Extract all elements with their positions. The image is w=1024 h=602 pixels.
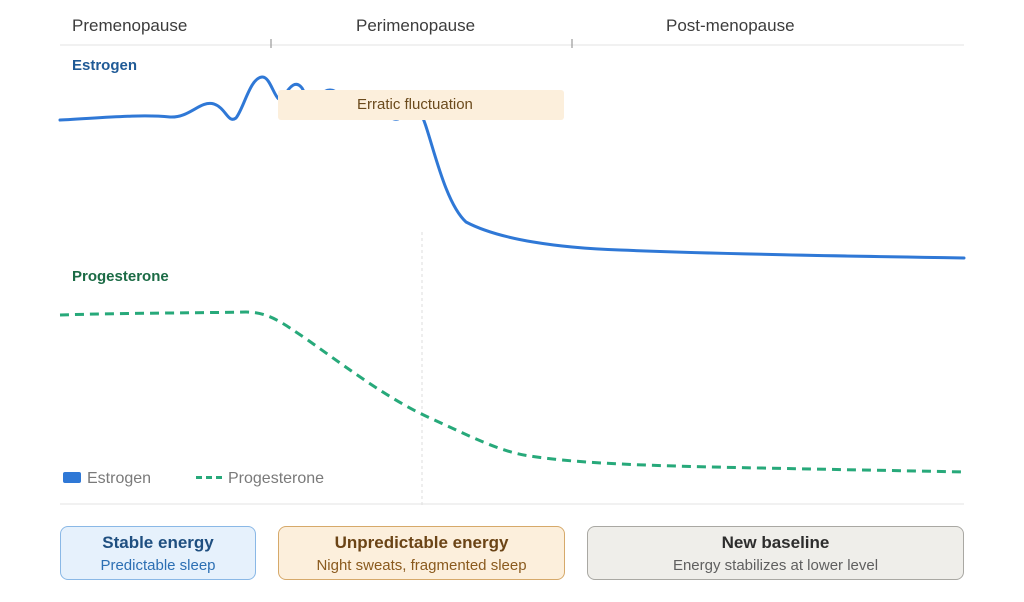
card-unpredictable-energy: Unpredictable energy Night sweats, fragm… — [278, 526, 565, 580]
progesterone-dash-icon — [196, 476, 222, 480]
card-subtitle: Energy stabilizes at lower level — [672, 557, 879, 574]
card-new-baseline: New baseline Energy stabilizes at lower … — [587, 526, 964, 580]
phase-label-premenopause: Premenopause — [72, 16, 188, 35]
progesterone-curve — [59, 310, 965, 474]
legend-progesterone-label: Progesterone — [228, 470, 325, 487]
legend-item-progesterone: Progesterone — [196, 470, 324, 488]
erratic-fluctuation-annotation: Erratic fluctuation — [278, 90, 564, 120]
estrogen-swatch-icon — [63, 472, 81, 484]
card-subtitle: Predictable sleep — [100, 557, 216, 574]
legend-estrogen-label: Estrogen — [87, 470, 152, 487]
card-subtitle: Night sweats, fragmented sleep — [316, 557, 527, 574]
legend-item-estrogen: Estrogen — [63, 470, 151, 488]
phase-label-postmenopause: Post-menopause — [666, 16, 795, 35]
estrogen-label: Estrogen — [72, 57, 138, 74]
card-title: New baseline — [721, 533, 830, 552]
progesterone-label: Progesterone — [72, 268, 169, 285]
card-title: Stable energy — [102, 533, 214, 552]
phase-label-perimenopause: Perimenopause — [356, 16, 476, 35]
card-title: Unpredictable energy — [334, 533, 509, 552]
card-stable-energy: Stable energy Predictable sleep — [60, 526, 256, 580]
